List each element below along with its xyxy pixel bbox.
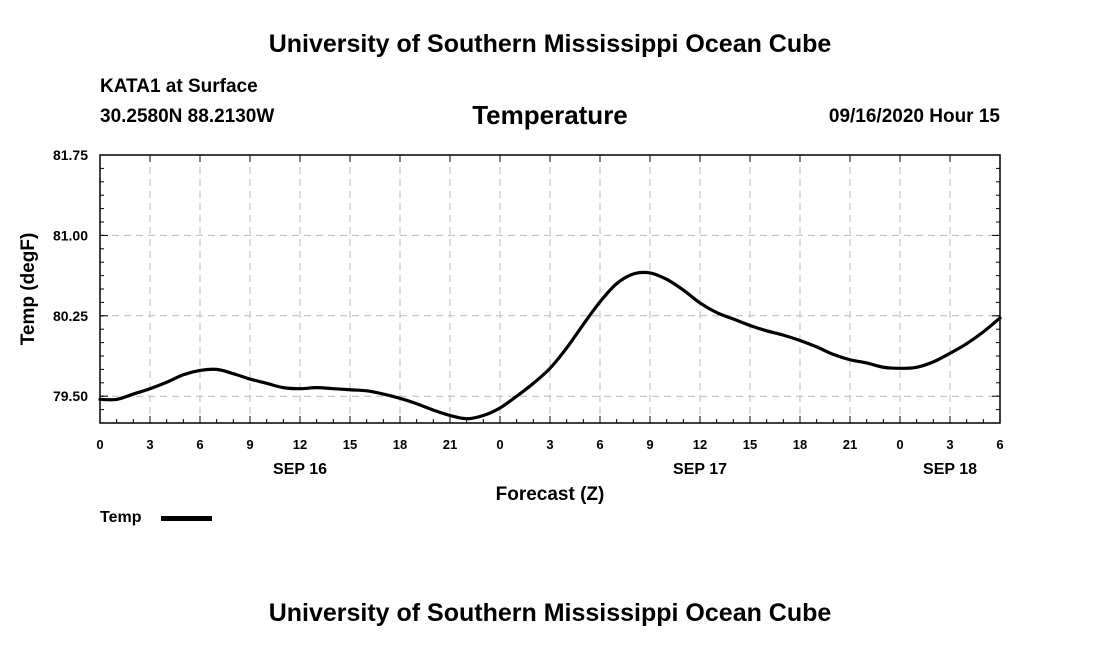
series-layer xyxy=(98,270,1002,421)
coordinates-label: 30.2580N 88.2130W xyxy=(100,106,275,127)
axis-ticks xyxy=(99,154,1001,424)
x-tick-label: 15 xyxy=(743,437,757,452)
series-line-temp xyxy=(98,270,1002,421)
x-tick-label: 0 xyxy=(896,437,903,452)
variable-title: Temperature xyxy=(472,100,628,130)
x-tick-label: 21 xyxy=(443,437,457,452)
x-tick-label: 18 xyxy=(393,437,407,452)
x-tick-label: 15 xyxy=(343,437,357,452)
day-label: SEP 16 xyxy=(273,461,327,478)
y-tick-label: 79.50 xyxy=(53,388,88,404)
x-tick-label: 3 xyxy=(546,437,553,452)
x-tick-label: 6 xyxy=(996,437,1003,452)
datetime-label: 09/16/2020 Hour 15 xyxy=(828,106,1000,127)
x-tick-label: 9 xyxy=(646,437,653,452)
x-tick-label: 6 xyxy=(196,437,203,452)
axis-labels: 0 3 6 9 12 15 18 21 0 3 6 9 12 15 18 21 0 3 6 79.50 80.25 81.… xyxy=(18,147,1004,505)
x-tick-label: 9 xyxy=(246,437,253,452)
x-tick-label: 21 xyxy=(843,437,857,452)
y-tick-label: 81.00 xyxy=(53,227,88,243)
y-axis-label: Temp (degF) xyxy=(18,233,39,346)
page-title: University of Southern Mississippi Ocean… xyxy=(268,30,832,58)
x-tick-label: 12 xyxy=(693,437,707,452)
x-tick-label: 12 xyxy=(293,437,307,452)
legend-label: Temp xyxy=(100,509,142,526)
x-tick-label: 18 xyxy=(793,437,807,452)
y-tick-label: 81.75 xyxy=(53,147,88,163)
x-tick-label: 3 xyxy=(946,437,953,452)
legend-swatch xyxy=(161,516,212,521)
station-label: KATA1 at Surface xyxy=(100,76,258,97)
x-axis-label: Forecast (Z) xyxy=(496,484,605,505)
day-label: SEP 17 xyxy=(673,461,727,478)
footer-title: University of Southern Mississippi Ocean… xyxy=(268,599,832,627)
grid-lines xyxy=(100,154,1000,423)
x-tick-label: 3 xyxy=(146,437,153,452)
x-tick-label: 0 xyxy=(496,437,503,452)
y-tick-label: 80.25 xyxy=(53,308,88,324)
x-tick-label: 6 xyxy=(596,437,603,452)
day-label: SEP 18 xyxy=(923,461,977,478)
x-tick-label: 0 xyxy=(96,437,103,452)
